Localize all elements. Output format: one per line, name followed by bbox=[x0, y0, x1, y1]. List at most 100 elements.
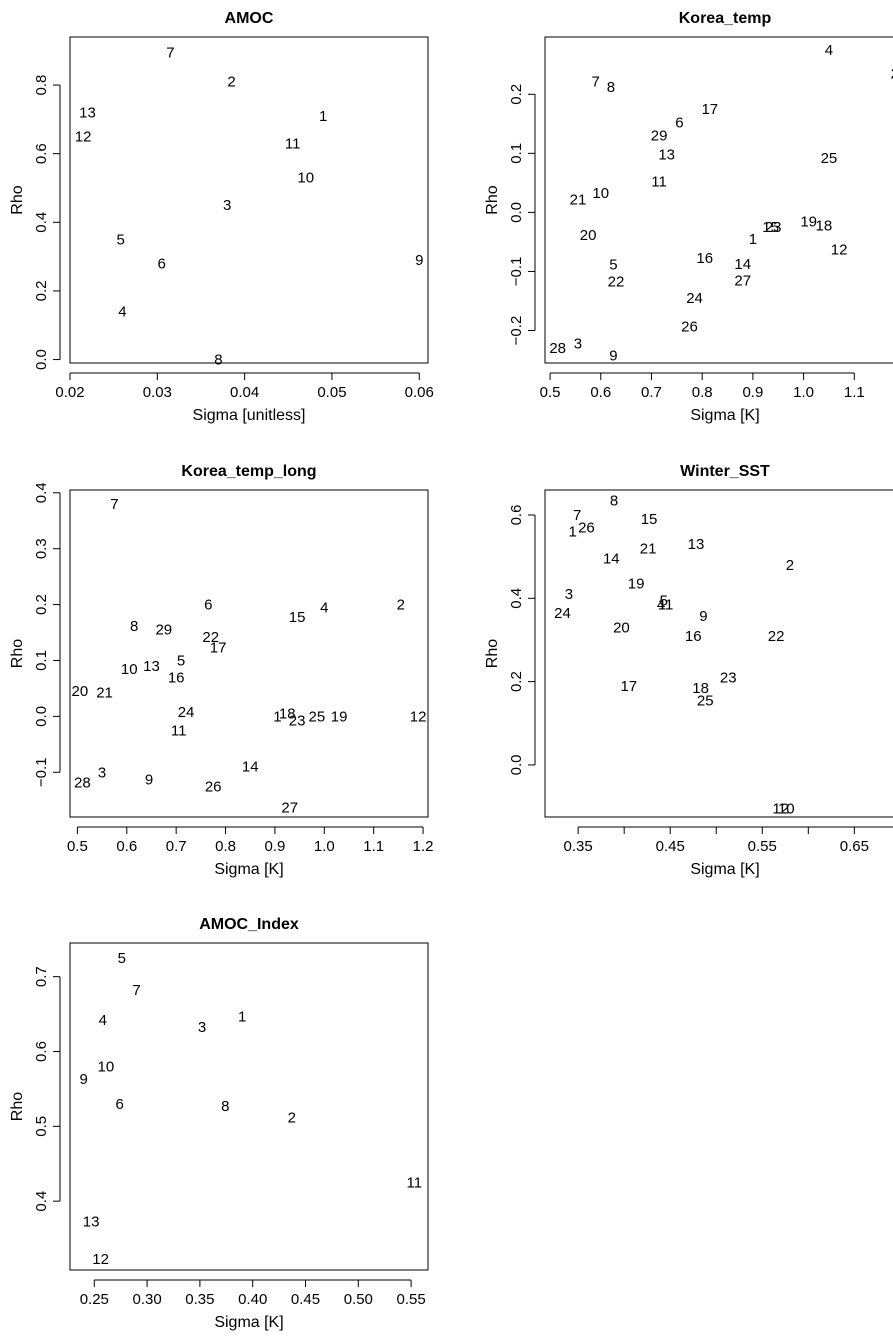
y-tick-label: 0.6 bbox=[33, 1041, 50, 1062]
x-axis-label: Sigma [K] bbox=[690, 407, 759, 424]
point-label: 4 bbox=[657, 597, 665, 614]
y-tick-label: −0.2 bbox=[508, 316, 525, 346]
y-tick-label: 0.0 bbox=[33, 706, 50, 727]
point-label: 11 bbox=[285, 135, 301, 152]
point-label: 5 bbox=[609, 256, 617, 273]
point-label: 1 bbox=[568, 524, 576, 541]
y-tick-label: 0.2 bbox=[33, 594, 50, 615]
point-label: 20 bbox=[580, 227, 597, 244]
point-label: 8 bbox=[214, 352, 222, 369]
x-tick-label: 0.6 bbox=[590, 384, 611, 401]
chart-title: Korea_temp bbox=[679, 10, 772, 27]
point-label: 2 bbox=[786, 557, 794, 574]
x-tick-label: 0.55 bbox=[397, 1291, 426, 1308]
x-tick-label: 0.06 bbox=[405, 384, 434, 401]
point-label: 2 bbox=[891, 66, 893, 83]
point-label: 24 bbox=[554, 605, 571, 622]
point-label: 11 bbox=[651, 174, 667, 191]
point-label: 25 bbox=[309, 708, 326, 725]
x-tick-label: 1.1 bbox=[363, 838, 384, 855]
point-label: 22 bbox=[202, 629, 219, 646]
point-label: 5 bbox=[116, 231, 124, 248]
point-label: 8 bbox=[221, 1098, 229, 1115]
point-label: 12 bbox=[772, 801, 789, 818]
point-label: 8 bbox=[610, 492, 618, 509]
point-label: 5 bbox=[177, 652, 185, 669]
point-label: 25 bbox=[821, 150, 838, 167]
x-axis-label: Sigma [K] bbox=[214, 1314, 283, 1331]
x-tick-label: 1.0 bbox=[793, 384, 814, 401]
y-axis-label: Rho bbox=[484, 185, 501, 214]
point-label: 25 bbox=[697, 692, 714, 709]
point-label: 26 bbox=[681, 318, 698, 335]
point-label: 21 bbox=[96, 684, 113, 701]
x-tick-label: 0.03 bbox=[143, 384, 172, 401]
x-tick-label: 0.50 bbox=[344, 1291, 373, 1308]
x-tick-label: 0.6 bbox=[116, 838, 137, 855]
y-tick-label: 0.2 bbox=[33, 281, 50, 302]
point-label: 8 bbox=[130, 618, 138, 635]
point-label: 29 bbox=[155, 622, 172, 639]
y-axis-label: Rho bbox=[484, 639, 501, 668]
point-label: 2 bbox=[288, 1109, 296, 1126]
x-tick-label: 0.45 bbox=[291, 1291, 320, 1308]
point-label: 21 bbox=[640, 540, 657, 557]
point-label: 12 bbox=[831, 242, 848, 259]
point-label: 23 bbox=[765, 219, 782, 236]
point-label: 8 bbox=[607, 79, 615, 96]
point-label: 1 bbox=[273, 708, 281, 725]
point-label: 11 bbox=[658, 597, 674, 614]
point-label: 15 bbox=[762, 219, 779, 236]
point-label: 12 bbox=[92, 1251, 109, 1268]
panel-korea-temp: Korea_temp 0.5 0.6 0.7 0.8 0.9 1.0 1.1 Sigma [K]… bbox=[484, 10, 893, 424]
point-label: 5 bbox=[660, 592, 668, 609]
point-label: 7 bbox=[132, 982, 140, 999]
point-label: 19 bbox=[800, 213, 817, 230]
y-tick-label: −0.1 bbox=[508, 257, 525, 287]
point-label: 26 bbox=[205, 778, 222, 795]
point-label: 17 bbox=[210, 640, 227, 657]
x-tick-label: 0.40 bbox=[238, 1291, 267, 1308]
x-tick-label: 0.7 bbox=[166, 838, 187, 855]
point-label: 7 bbox=[166, 44, 174, 61]
point-label: 10 bbox=[592, 185, 609, 202]
point-label: 3 bbox=[565, 586, 573, 603]
point-label: 4 bbox=[320, 599, 328, 616]
x-tick-label: 0.45 bbox=[656, 838, 685, 855]
chart-title: AMOC_Index bbox=[199, 916, 299, 933]
y-tick-label: 0.8 bbox=[33, 75, 50, 96]
point-label: 28 bbox=[549, 340, 566, 357]
point-label: 6 bbox=[158, 255, 166, 272]
point-label: 9 bbox=[145, 772, 153, 789]
point-label: 16 bbox=[696, 250, 713, 267]
point-label: 15 bbox=[641, 511, 658, 528]
x-tick-label: 1.0 bbox=[314, 838, 335, 855]
point-label: 2 bbox=[397, 597, 405, 614]
point-label: 4 bbox=[99, 1012, 107, 1029]
point-label: 4 bbox=[825, 42, 833, 59]
point-label: 14 bbox=[242, 759, 259, 776]
x-tick-label: 0.9 bbox=[264, 838, 285, 855]
x-tick-label: 0.05 bbox=[317, 384, 346, 401]
x-tick-label: 0.5 bbox=[67, 838, 88, 855]
chart-title: AMOC bbox=[225, 10, 274, 27]
point-label: 14 bbox=[603, 551, 620, 568]
x-tick-label: 1.1 bbox=[844, 384, 865, 401]
point-label: 19 bbox=[628, 576, 645, 593]
point-label: 17 bbox=[620, 678, 637, 695]
plot-frame bbox=[544, 36, 893, 364]
point-label: 6 bbox=[115, 1096, 123, 1113]
point-label: 29 bbox=[651, 128, 668, 145]
point-label: 13 bbox=[143, 658, 160, 675]
y-tick-label: 0.4 bbox=[33, 212, 50, 233]
y-tick-label: 0.0 bbox=[508, 202, 525, 223]
point-label: 9 bbox=[415, 252, 423, 269]
x-tick-label: 0.65 bbox=[840, 838, 869, 855]
panel-korea-temp-long: Korea_temp_long 0.5 0.6 0.7 0.8 0.9 1.0 1.1 1.2 S… bbox=[9, 463, 433, 878]
y-tick-label: 0.0 bbox=[33, 349, 50, 370]
y-axis-label: Rho bbox=[9, 185, 26, 214]
x-tick-label: 0.7 bbox=[641, 384, 662, 401]
x-axis-label: Sigma [unitless] bbox=[193, 407, 306, 424]
point-label: 23 bbox=[289, 712, 306, 729]
